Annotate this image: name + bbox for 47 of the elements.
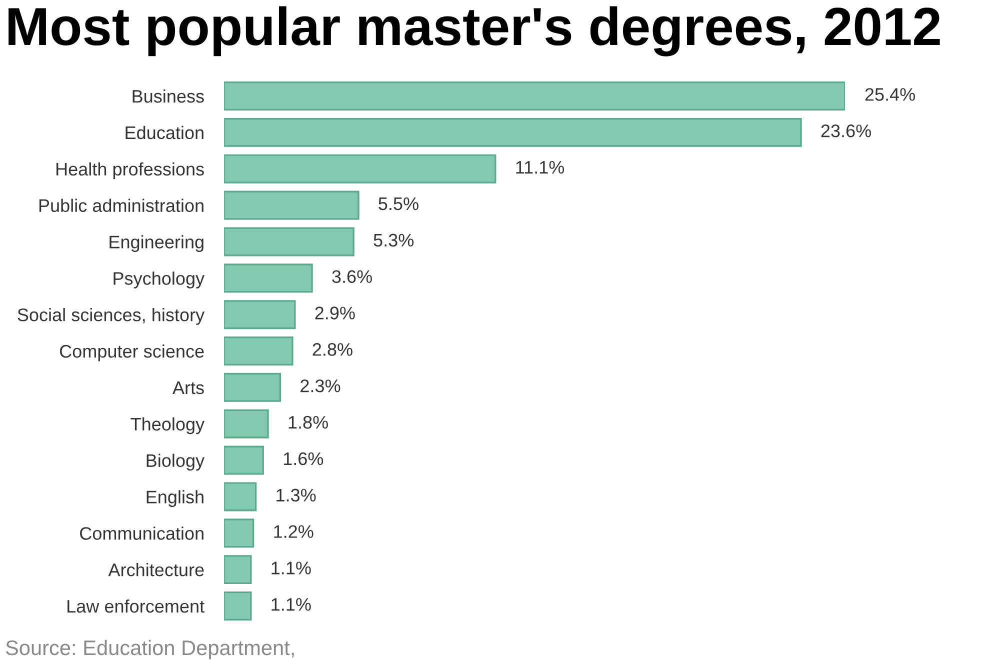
y-tick-label: Law enforcement <box>68 599 204 613</box>
y-tick-label: Architecture <box>108 563 204 576</box>
y-tick-label: Computer science <box>60 344 204 362</box>
y-tick-label: Engineering <box>110 235 204 252</box>
bar <box>224 154 496 184</box>
bar <box>224 82 845 111</box>
bar <box>224 555 252 584</box>
data-label: 1.2% <box>274 525 314 538</box>
bar <box>224 300 296 330</box>
data-label: 1.1% <box>272 598 311 611</box>
bar <box>224 264 313 293</box>
data-label: 1.8% <box>288 416 328 429</box>
y-tick-label: English <box>146 490 204 507</box>
bar <box>224 336 294 366</box>
y-tick-label: Health professions <box>56 162 204 180</box>
y-tick-label: Education <box>126 126 204 140</box>
chart-title: Most popular master's degrees, 2012 <box>8 6 940 56</box>
data-label: 2.9% <box>315 306 355 320</box>
data-label: 11.1% <box>516 161 564 174</box>
y-tick-label: Public administration <box>39 198 204 212</box>
y-tick-label: Biology <box>146 454 205 471</box>
bar <box>224 118 802 147</box>
y-tick-label: Arts <box>172 382 204 394</box>
bar <box>224 591 252 620</box>
bar <box>224 518 254 548</box>
bar <box>224 372 282 402</box>
data-label: 3.6% <box>332 270 372 283</box>
y-tick-label: Psychology <box>114 272 205 288</box>
data-label: 2.8% <box>312 343 352 356</box>
data-label: 1.1% <box>272 562 311 574</box>
data-label: 5.3% <box>374 234 414 247</box>
data-label: 23.6% <box>821 124 871 138</box>
data-label: 1.6% <box>284 452 324 466</box>
data-label: 1.3% <box>276 488 316 502</box>
bar <box>224 446 264 475</box>
y-tick-label: Communication <box>80 526 204 540</box>
bar <box>224 482 257 512</box>
source-note: Source: Education Department, <box>6 640 294 660</box>
bar <box>224 227 354 256</box>
data-label: 25.4% <box>865 88 915 101</box>
bar <box>224 409 269 438</box>
data-label: 5.5% <box>378 197 418 210</box>
y-tick-label: Social sciences, history <box>18 308 205 325</box>
y-tick-label: Theology <box>130 417 205 434</box>
data-label: 2.3% <box>300 379 340 392</box>
bar <box>224 190 360 220</box>
y-tick-label: Business <box>132 89 204 103</box>
